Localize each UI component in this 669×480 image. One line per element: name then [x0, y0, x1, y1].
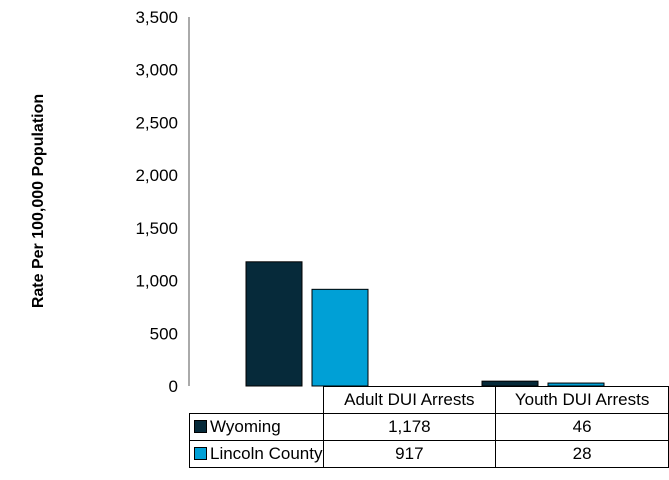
data-label: 1,178: [322, 413, 497, 441]
y-tick-label: 3,000: [135, 61, 178, 80]
bar: [245, 261, 303, 387]
bars: [245, 261, 605, 387]
legend-swatch-lincoln-county: [194, 447, 207, 460]
y-tick-label: 2,500: [135, 113, 178, 132]
data-label: 46: [495, 413, 669, 441]
data-table-corner: [189, 386, 324, 414]
y-tick-label: 3,500: [135, 8, 178, 27]
x-tick-label: Adult DUI Arrests: [322, 386, 497, 414]
y-tick-label: 0: [169, 377, 178, 396]
legend-entry: Wyoming: [189, 413, 324, 441]
y-axis-ticks: 0 500 1,000 1,500 2,000 2,500 3,000 3,500: [135, 8, 178, 396]
data-label: 917: [322, 440, 497, 468]
legend-entry: Lincoln County: [189, 440, 324, 468]
legend-label: Wyoming: [210, 417, 281, 436]
x-tick-label: Youth DUI Arrests: [495, 386, 669, 414]
y-tick-label: 1,500: [135, 219, 178, 238]
legend-swatch-wyoming: [194, 420, 207, 433]
data-table: Adult DUI Arrests Youth DUI Arrests Wyom…: [189, 386, 669, 468]
y-axis-label: Rate Per 100,000 Population: [30, 93, 47, 309]
legend-label: Lincoln County: [210, 444, 323, 463]
data-table-row: Wyoming 1,178 46: [189, 413, 669, 441]
data-label: 28: [495, 440, 669, 468]
data-table-header: Adult DUI Arrests Youth DUI Arrests: [189, 386, 669, 414]
bar: [311, 288, 369, 387]
y-tick-label: 500: [150, 324, 178, 343]
y-tick-label: 2,000: [135, 166, 178, 185]
data-table-row: Lincoln County 917 28: [189, 440, 669, 468]
y-tick-label: 1,000: [135, 272, 178, 291]
